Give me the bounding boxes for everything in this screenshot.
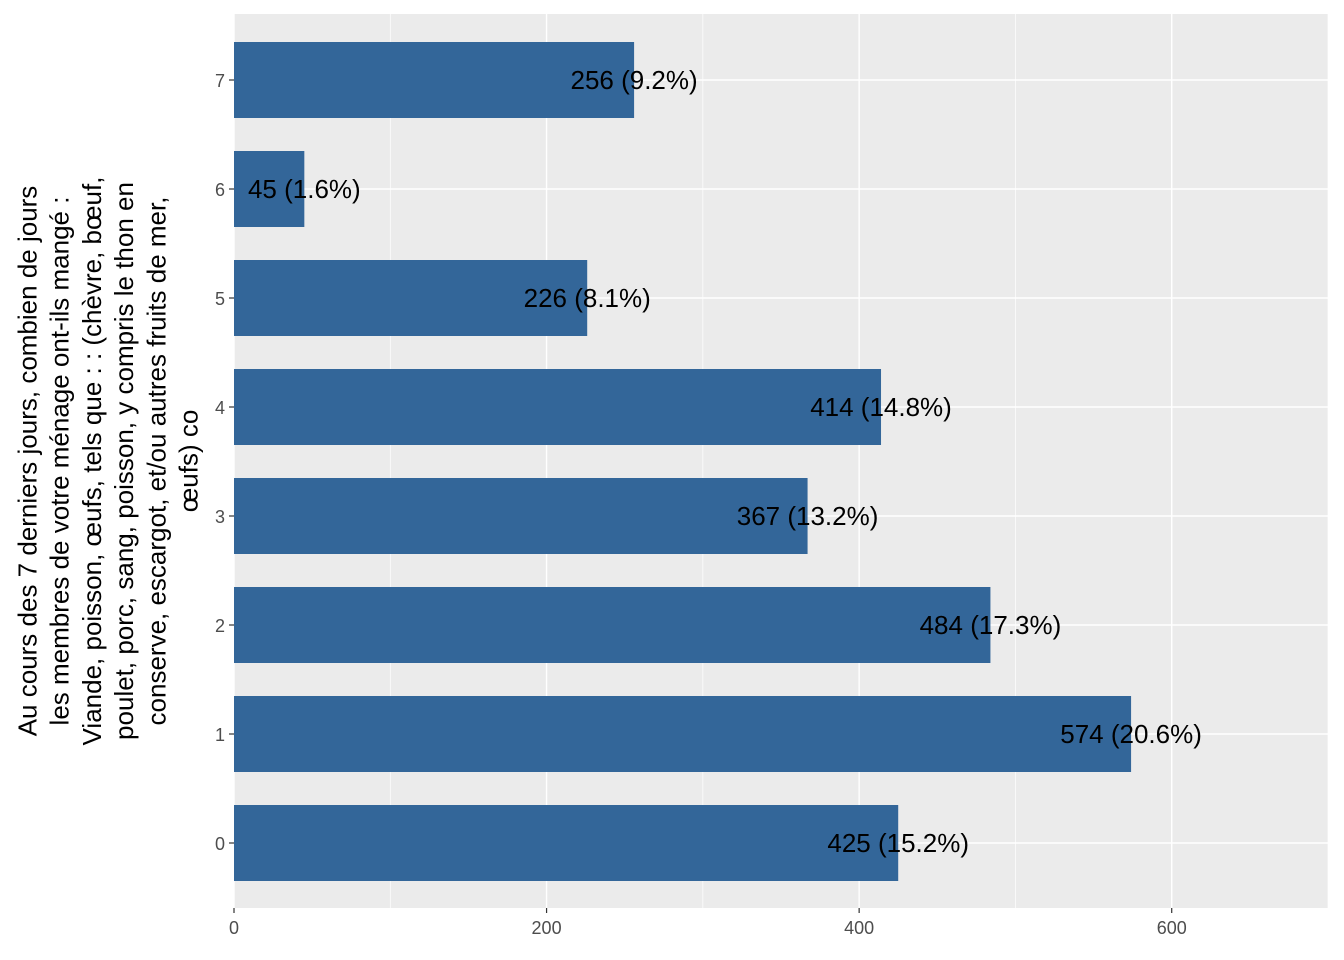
y-tick-label: 3 — [215, 507, 225, 527]
x-tick-label: 400 — [844, 918, 874, 938]
y-tick-label: 5 — [215, 289, 225, 309]
y-axis: 0 1 2 3 4 5 6 7 — [215, 71, 234, 854]
y-tick-label: 7 — [215, 71, 225, 91]
bars — [234, 42, 1132, 881]
bar-1 — [234, 696, 1132, 772]
x-tick-label: 0 — [229, 918, 239, 938]
bar-6 — [234, 151, 305, 227]
bar-2 — [234, 587, 991, 663]
y-tick-label: 2 — [215, 616, 225, 636]
bar-3 — [234, 478, 808, 554]
bar-4 — [234, 369, 882, 445]
x-axis: 0 200 400 600 — [229, 908, 1187, 938]
x-tick-label: 200 — [532, 918, 562, 938]
bar-7 — [234, 42, 635, 118]
y-axis-title-line: conserve, escargot, et/ou autres fruits … — [141, 197, 171, 726]
data-label: 484 (17.3%) — [920, 610, 1062, 640]
y-axis-title-line: œufs) co — [174, 410, 204, 513]
y-axis-title-line: les membres de votre ménage ont-ils mang… — [45, 197, 75, 726]
data-label: 425 (15.2%) — [827, 828, 969, 858]
data-label: 256 (9.2%) — [570, 65, 697, 95]
y-tick-label: 4 — [215, 398, 225, 418]
y-axis-title-line: Au cours des 7 derniers jours, combien d… — [13, 186, 43, 737]
y-tick-label: 1 — [215, 725, 225, 745]
data-label: 574 (20.6%) — [1060, 719, 1202, 749]
data-label: 226 (8.1%) — [524, 283, 651, 313]
y-tick-label: 6 — [215, 180, 225, 200]
data-label: 45 (1.6%) — [248, 174, 361, 204]
bar-5 — [234, 260, 588, 336]
x-tick-label: 600 — [1157, 918, 1187, 938]
y-axis-title: Au cours des 7 derniers jours, combien d… — [13, 177, 204, 746]
y-axis-title-line: poulet, porc, sang, poisson, y compris l… — [109, 182, 139, 740]
data-label: 414 (14.8%) — [810, 392, 952, 422]
y-axis-title-line: Viande, poisson, œufs, tels que : : (chè… — [77, 177, 107, 746]
data-label: 367 (13.2%) — [737, 501, 879, 531]
bar-0 — [234, 805, 899, 881]
plot-panel — [234, 14, 1328, 908]
y-tick-label: 0 — [215, 834, 225, 854]
data-labels: 425 (15.2%) 574 (20.6%) 484 (17.3%) 367 (13… — [248, 65, 1202, 858]
